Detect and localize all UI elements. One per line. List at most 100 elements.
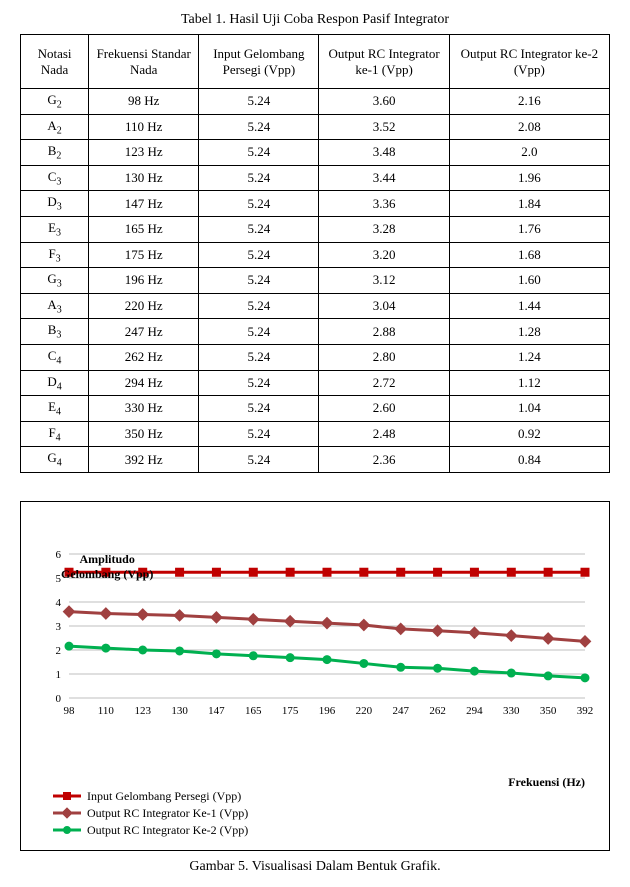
svg-text:98: 98	[64, 705, 76, 717]
table-row: B2123 Hz5.243.482.0	[21, 140, 610, 166]
table-title: Tabel 1. Hasil Uji Coba Respon Pasif Int…	[12, 12, 618, 28]
table-row: E4330 Hz5.242.601.04	[21, 396, 610, 422]
svg-text:247: 247	[392, 705, 409, 717]
cell-notasi: E3	[21, 216, 89, 242]
cell-frekuensi: 130 Hz	[89, 165, 199, 191]
svg-text:0: 0	[56, 693, 62, 705]
cell-input: 5.24	[199, 165, 319, 191]
chart-wrapper: Amplitudo Gelombang (Vpp) 01234569811012…	[35, 550, 595, 840]
cell-output1: 2.80	[319, 344, 449, 370]
cell-output1: 2.72	[319, 370, 449, 396]
cell-input: 5.24	[199, 370, 319, 396]
legend-swatch	[53, 790, 81, 802]
cell-output2: 1.44	[449, 293, 609, 319]
svg-text:123: 123	[134, 705, 151, 717]
table-row: A3220 Hz5.243.041.44	[21, 293, 610, 319]
svg-text:4: 4	[56, 597, 62, 609]
cell-output1: 2.48	[319, 421, 449, 447]
cell-output2: 1.24	[449, 344, 609, 370]
svg-text:262: 262	[429, 705, 446, 717]
svg-text:350: 350	[540, 705, 557, 717]
cell-input: 5.24	[199, 216, 319, 242]
table-row: C3130 Hz5.243.441.96	[21, 165, 610, 191]
cell-frekuensi: 262 Hz	[89, 344, 199, 370]
cell-input: 5.24	[199, 191, 319, 217]
svg-text:294: 294	[466, 705, 483, 717]
cell-notasi: B3	[21, 319, 89, 345]
cell-output1: 3.36	[319, 191, 449, 217]
legend-item: Output RC Integrator Ke-1 (Vpp)	[53, 806, 248, 821]
cell-input: 5.24	[199, 242, 319, 268]
cell-output1: 3.04	[319, 293, 449, 319]
cell-frekuensi: 330 Hz	[89, 396, 199, 422]
cell-output1: 3.20	[319, 242, 449, 268]
cell-notasi: G4	[21, 447, 89, 473]
cell-output2: 1.68	[449, 242, 609, 268]
cell-output1: 3.44	[319, 165, 449, 191]
svg-text:330: 330	[503, 705, 520, 717]
cell-output1: 3.60	[319, 89, 449, 115]
cell-notasi: G3	[21, 268, 89, 294]
cell-input: 5.24	[199, 344, 319, 370]
th-notasi: Notasi Nada	[21, 35, 89, 89]
cell-frekuensi: 165 Hz	[89, 216, 199, 242]
y-axis-title-l1: Amplitudo	[79, 552, 134, 566]
svg-text:130: 130	[171, 705, 188, 717]
table-row: D4294 Hz5.242.721.12	[21, 370, 610, 396]
cell-notasi: B2	[21, 140, 89, 166]
y-axis-title-l2: Gelombang (Vpp)	[61, 567, 153, 581]
cell-input: 5.24	[199, 447, 319, 473]
th-output2: Output RC Integrator ke-2 (Vpp)	[449, 35, 609, 89]
svg-text:2: 2	[56, 645, 62, 657]
cell-input: 5.24	[199, 421, 319, 447]
svg-text:196: 196	[319, 705, 336, 717]
cell-output1: 3.28	[319, 216, 449, 242]
table-row: B3247 Hz5.242.881.28	[21, 319, 610, 345]
cell-notasi: C4	[21, 344, 89, 370]
cell-output2: 1.12	[449, 370, 609, 396]
table-row: C4262 Hz5.242.801.24	[21, 344, 610, 370]
cell-input: 5.24	[199, 319, 319, 345]
cell-input: 5.24	[199, 140, 319, 166]
cell-output2: 1.60	[449, 268, 609, 294]
cell-frekuensi: 247 Hz	[89, 319, 199, 345]
cell-input: 5.24	[199, 396, 319, 422]
chart-legend: Input Gelombang Persegi (Vpp) Output RC I…	[53, 787, 248, 840]
cell-notasi: C3	[21, 165, 89, 191]
cell-output2: 1.84	[449, 191, 609, 217]
cell-output1: 3.48	[319, 140, 449, 166]
svg-text:1: 1	[56, 669, 62, 681]
cell-output1: 2.60	[319, 396, 449, 422]
cell-frekuensi: 294 Hz	[89, 370, 199, 396]
cell-frekuensi: 392 Hz	[89, 447, 199, 473]
legend-item: Input Gelombang Persegi (Vpp)	[53, 789, 248, 804]
cell-frekuensi: 350 Hz	[89, 421, 199, 447]
svg-text:392: 392	[577, 705, 594, 717]
cell-frekuensi: 123 Hz	[89, 140, 199, 166]
legend-label: Output RC Integrator Ke-1 (Vpp)	[87, 806, 248, 821]
legend-label: Input Gelombang Persegi (Vpp)	[87, 789, 241, 804]
table-head: Notasi Nada Frekuensi Standar Nada Input…	[21, 35, 610, 89]
cell-frekuensi: 110 Hz	[89, 114, 199, 140]
legend-item: Output RC Integrator Ke-2 (Vpp)	[53, 823, 248, 838]
chart-container: Amplitudo Gelombang (Vpp) 01234569811012…	[20, 501, 610, 851]
legend-swatch	[53, 824, 81, 836]
cell-output1: 3.52	[319, 114, 449, 140]
cell-output2: 1.28	[449, 319, 609, 345]
cell-frekuensi: 98 Hz	[89, 89, 199, 115]
svg-text:165: 165	[245, 705, 262, 717]
svg-text:175: 175	[282, 705, 299, 717]
svg-text:110: 110	[98, 705, 115, 717]
table-row: G4392 Hz5.242.360.84	[21, 447, 610, 473]
cell-notasi: D4	[21, 370, 89, 396]
legend-label: Output RC Integrator Ke-2 (Vpp)	[87, 823, 248, 838]
cell-frekuensi: 220 Hz	[89, 293, 199, 319]
table-row: F4350 Hz5.242.480.92	[21, 421, 610, 447]
cell-notasi: E4	[21, 396, 89, 422]
table-row: G3196 Hz5.243.121.60	[21, 268, 610, 294]
table-row: F3175 Hz5.243.201.68	[21, 242, 610, 268]
cell-output2: 2.0	[449, 140, 609, 166]
table-row: E3165 Hz5.243.281.76	[21, 216, 610, 242]
cell-notasi: F4	[21, 421, 89, 447]
cell-notasi: F3	[21, 242, 89, 268]
